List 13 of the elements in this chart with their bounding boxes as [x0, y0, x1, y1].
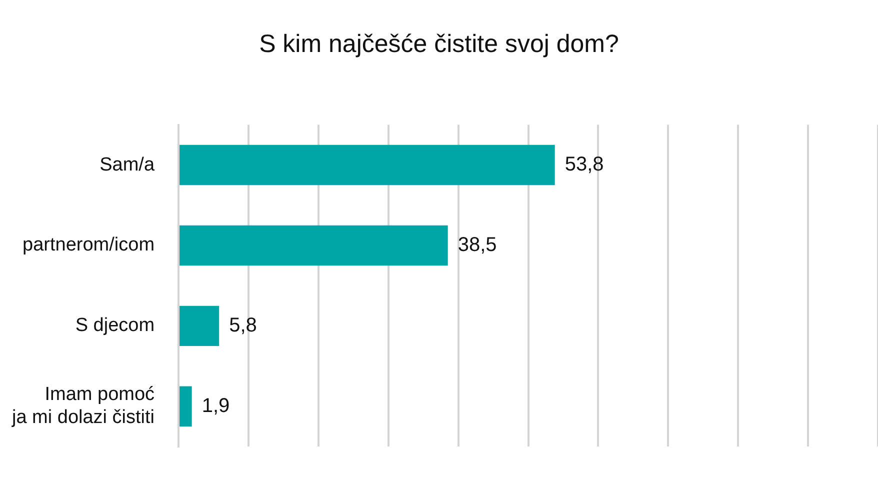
bar — [180, 306, 220, 346]
bar — [180, 144, 555, 186]
chart-title: S kim najčešće čistite svoj dom? — [258, 30, 620, 60]
y-tick-label: Imam pomoć ja mi dolazi čistiti — [10, 384, 155, 428]
y-tick-label: partnerom/icom — [22, 234, 155, 256]
bar — [180, 386, 192, 426]
y-tick-label: Sam/a — [100, 154, 155, 176]
bar — [180, 225, 448, 266]
data-label: 1,9 — [202, 394, 230, 417]
data-label: 38,5 — [458, 234, 497, 256]
y-tick-label: S djecom — [75, 315, 155, 336]
data-label: 5,8 — [229, 314, 257, 336]
data-label: 53,8 — [564, 154, 604, 176]
